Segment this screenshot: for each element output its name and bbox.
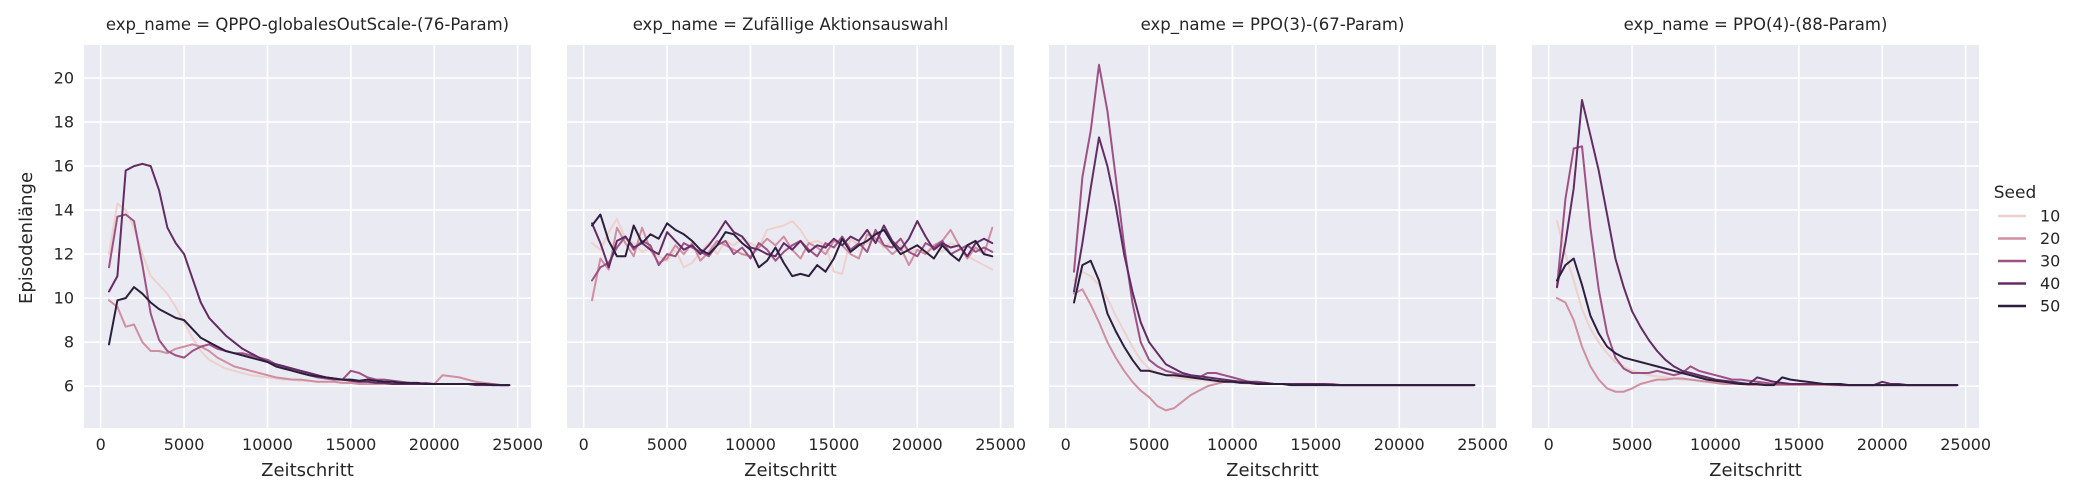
x-tick-label: 20000: [1374, 435, 1425, 454]
chart-panels: 0 5000 10000 15000 20000 25000 6 8 10 12 14 16 18 20 e…: [54, 15, 1991, 481]
series-line-seed-30: [591, 228, 994, 282]
y-tick-label: 12: [54, 245, 74, 264]
y-tick-label: 10: [54, 289, 74, 308]
x-tick-label: 25000: [975, 435, 1026, 454]
panel-4: 0 5000 10000 15000 20000 25000 exp_name = PPO(…: [1532, 15, 1991, 481]
legend-label-seed-20: 20: [2040, 229, 2060, 248]
y-tick-label: 20: [54, 69, 74, 88]
x-tick-label: 10000: [725, 435, 776, 454]
x-tick-label: 20000: [892, 435, 943, 454]
x-tick-label: 0: [1061, 435, 1071, 454]
plot-area: [84, 45, 531, 428]
x-tick-label: 15000: [1290, 435, 1341, 454]
y-tick-label: 14: [54, 201, 74, 220]
x-axis-title: Zeitschritt: [261, 460, 354, 481]
series-line-seed-50: [108, 286, 511, 387]
x-axis-title: Zeitschritt: [1709, 460, 1802, 481]
x-tick-label: 0: [579, 435, 589, 454]
series-lines: [1556, 99, 1959, 393]
legend-title: Seed: [1994, 183, 2037, 203]
legend-items: 10 20 30 40 50: [1998, 207, 2060, 316]
legend-label-seed-30: 30: [2040, 252, 2060, 271]
plot-area: [567, 45, 1014, 428]
x-tick-label: 20000: [409, 435, 460, 454]
x-tick-label: 5000: [164, 435, 205, 454]
y-tick-label: 6: [64, 377, 74, 396]
series-lines: [108, 162, 511, 387]
panel-3: 0 5000 10000 15000 20000 25000 exp_name = PPO(…: [1049, 15, 1508, 481]
x-tick-label: 15000: [325, 435, 376, 454]
series-line-seed-50: [1556, 257, 1959, 387]
legend: Seed 10 20 30 40 50: [1994, 183, 2061, 316]
series-line-seed-50: [591, 213, 994, 278]
panel-title: exp_name = PPO(4)-(88-Param): [1624, 15, 1888, 35]
gridlines: [84, 45, 531, 428]
legend-label-seed-50: 50: [2040, 297, 2060, 316]
x-tick-label: 15000: [808, 435, 859, 454]
x-tick-label: 20000: [1857, 435, 1908, 454]
panel-2: 0 5000 10000 15000 20000 25000 exp_name = Zufä…: [567, 15, 1026, 481]
gridlines: [1049, 45, 1496, 428]
x-tick-label: 5000: [1129, 435, 1170, 454]
plot-area: [1532, 45, 1979, 428]
legend-label-seed-10: 10: [2040, 207, 2060, 226]
x-tick-label: 25000: [492, 435, 543, 454]
x-tick-label: 10000: [1207, 435, 1258, 454]
x-tick-label: 5000: [647, 435, 688, 454]
y-tick-label: 16: [54, 157, 74, 176]
x-tick-label: 15000: [1773, 435, 1824, 454]
x-tick-label: 25000: [1457, 435, 1508, 454]
legend-label-seed-40: 40: [2040, 274, 2060, 293]
panel-1: 0 5000 10000 15000 20000 25000 6 8 10 12 14 16 18 20 e…: [54, 15, 543, 481]
series-line-seed-40: [591, 220, 994, 269]
gridlines: [567, 45, 1014, 428]
plot-area: [1049, 45, 1496, 428]
series-lines: [591, 213, 994, 302]
y-tick-label: 8: [64, 333, 74, 352]
series-line-seed-40: [1556, 99, 1959, 387]
y-axis-title: Episodenlänge: [16, 172, 37, 304]
x-tick-label: 10000: [242, 435, 293, 454]
gridlines: [1532, 45, 1979, 428]
x-tick-label: 5000: [1612, 435, 1653, 454]
series-lines: [1073, 63, 1476, 412]
x-axis-title: Zeitschritt: [1226, 460, 1319, 481]
series-line-seed-20: [108, 299, 511, 387]
x-tick-label: 0: [1544, 435, 1554, 454]
x-tick-label: 0: [96, 435, 106, 454]
x-axis-title: Zeitschritt: [744, 460, 837, 481]
x-tick-label: 10000: [1690, 435, 1741, 454]
panel-title: exp_name = PPO(3)-(67-Param): [1141, 15, 1405, 35]
panel-title: exp_name = Zufällige Aktionsauswahl: [633, 15, 949, 35]
x-tick-label: 25000: [1940, 435, 1991, 454]
panel-title: exp_name = QPPO-globalesOutScale-(76-Par…: [106, 15, 509, 35]
y-tick-label: 18: [54, 113, 74, 132]
series-line-seed-50: [1073, 259, 1476, 387]
